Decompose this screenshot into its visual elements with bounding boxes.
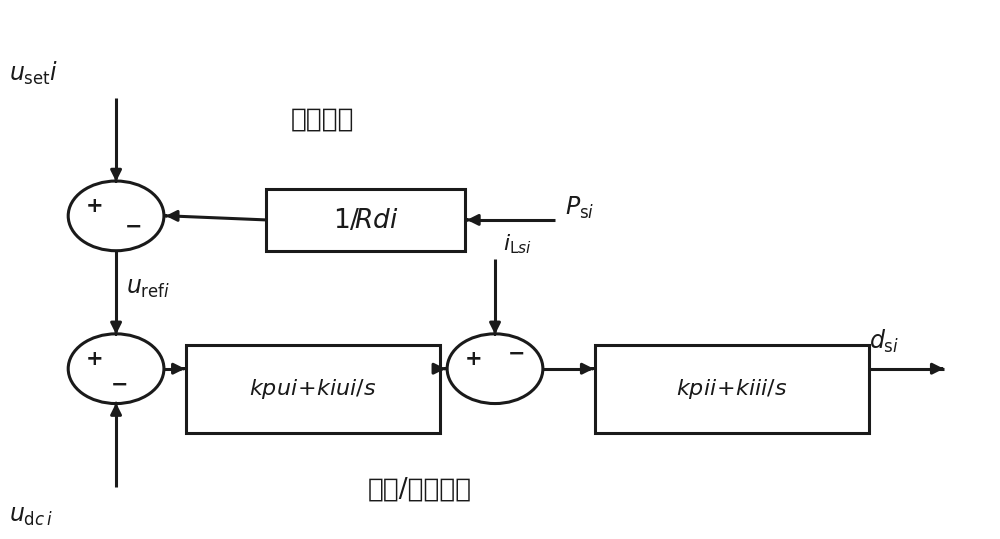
- Text: $k\mathit{pu}i\!+\!k\mathit{iu}i/s$: $k\mathit{pu}i\!+\!k\mathit{iu}i/s$: [249, 377, 377, 401]
- Text: $P_{{\rm s}i}$: $P_{{\rm s}i}$: [565, 195, 594, 221]
- Text: $u_{{\rm d}c\,i}$: $u_{{\rm d}c\,i}$: [9, 506, 53, 528]
- Bar: [186, 344, 440, 433]
- Text: $1/\!Rdi$: $1/\!Rdi$: [333, 207, 398, 233]
- Text: $u_{\rm set}$$i$: $u_{\rm set}$$i$: [9, 60, 59, 87]
- Text: +: +: [85, 349, 103, 369]
- Text: −: −: [111, 375, 129, 395]
- Text: $k\mathit{pi}i\!+\!k\mathit{ii}i/s$: $k\mathit{pi}i\!+\!k\mathit{ii}i/s$: [676, 377, 788, 401]
- Bar: [595, 344, 869, 433]
- Text: −: −: [508, 344, 526, 364]
- Text: 下垂控制: 下垂控制: [291, 106, 354, 133]
- Text: +: +: [85, 196, 103, 216]
- Text: 电压/电流控制: 电压/电流控制: [368, 476, 472, 502]
- Text: $d_{{\rm s}i}$: $d_{{\rm s}i}$: [869, 328, 899, 356]
- Text: $i_{{\rm sref}i}$: $i_{{\rm sref}i}$: [343, 232, 385, 256]
- Text: $u_{{\rm ref}i}$: $u_{{\rm ref}i}$: [126, 277, 170, 300]
- Bar: [266, 189, 465, 251]
- Text: −: −: [125, 217, 143, 237]
- Text: +: +: [464, 349, 482, 369]
- Text: $i_{{\rm L}si}$: $i_{{\rm L}si}$: [503, 232, 532, 256]
